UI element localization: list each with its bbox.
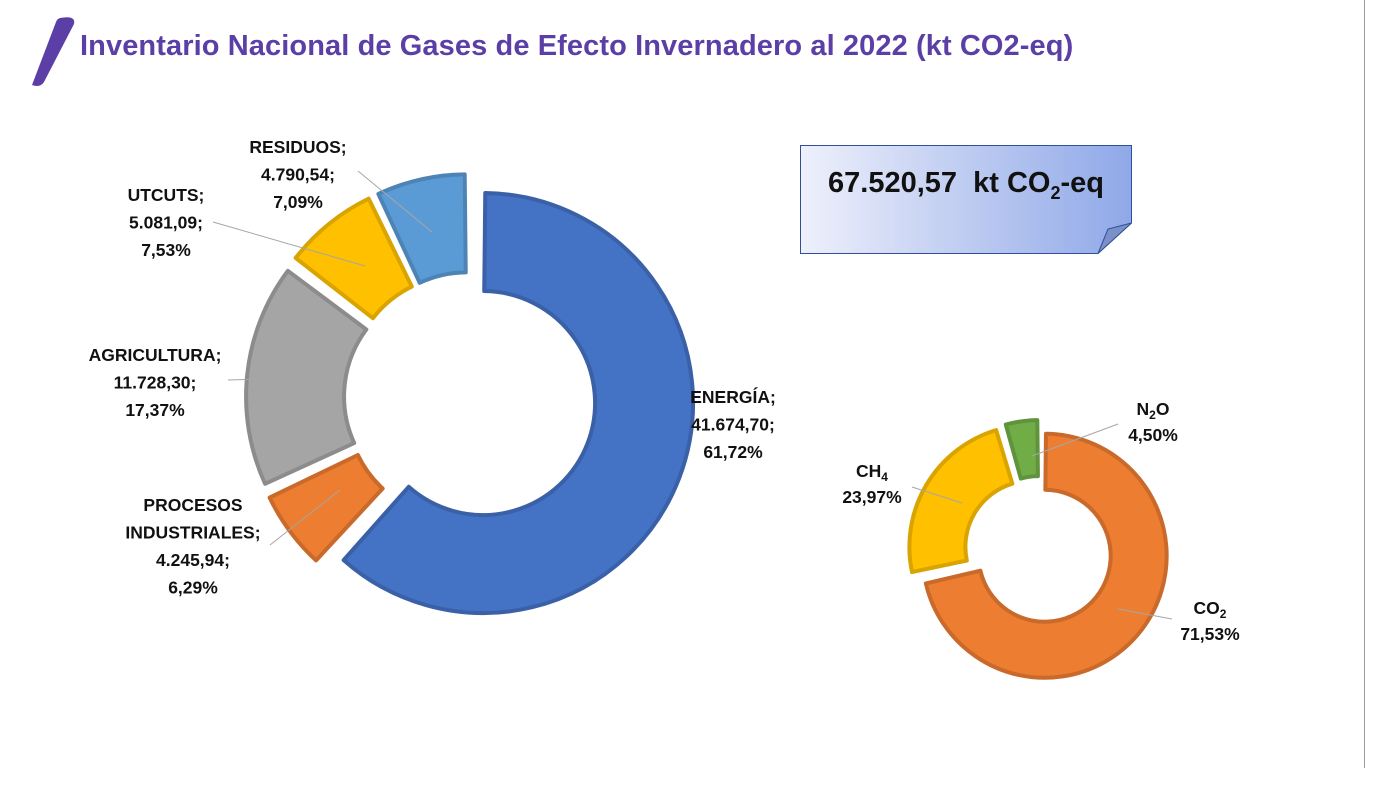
total-emissions-label: 67.520,57 kt CO2-eq [800,167,1132,204]
sector-donut-chart: ENERGÍA; 41.674,70; 61,72% PROCESOS INDUSTRI… [89,137,776,616]
gas-donut-chart: CO2 71,53% CH4 23,97% N2O 4,50% [842,399,1240,680]
slice-co2 [923,431,1169,680]
label-co2: CO2 71,53% [1180,598,1240,644]
leader-line-utcuts [212,221,366,267]
label-utcuts: UTCUTS; 5.081,09; 7,53% [128,185,205,260]
total-unit: kt CO2-eq [973,167,1104,203]
title-accent-slash [32,17,75,86]
label-residuos: RESIDUOS; 4.790,54; 7,09% [249,137,346,212]
label-procesos-industriales: PROCESOS INDUSTRIALES; 4.245,94; 6,29% [125,495,260,598]
leader-line-co2 [1117,608,1173,620]
slice-energia [341,191,695,616]
slice-utcuts [293,196,414,321]
page-title: Inventario Nacional de Gases de Efecto I… [80,30,1074,62]
label-energia: ENERGÍA; 41.674,70; 61,72% [690,386,776,462]
total-value: 67.520,57 [828,167,958,199]
total-note-box [800,145,1132,254]
leader-line-residuos [357,170,433,233]
leader-line-ch4 [911,486,963,504]
leader-line-n2o [1031,423,1119,457]
slice-n2o [1003,418,1040,481]
label-agricultura: AGRICULTURA; 11.728,30; 17,37% [89,345,222,420]
slice-ch4 [907,428,1015,575]
slice-agricultura [244,268,369,486]
leader-line-agricultura [227,377,301,381]
slice-residuos [376,172,468,285]
right-border-line [1364,0,1365,768]
label-ch4: CH4 23,97% [842,461,902,507]
slice-procesos-industriales [267,453,385,563]
label-n2o: N2O 4,50% [1128,399,1178,445]
leader-line-procesos-industriales [269,489,341,546]
